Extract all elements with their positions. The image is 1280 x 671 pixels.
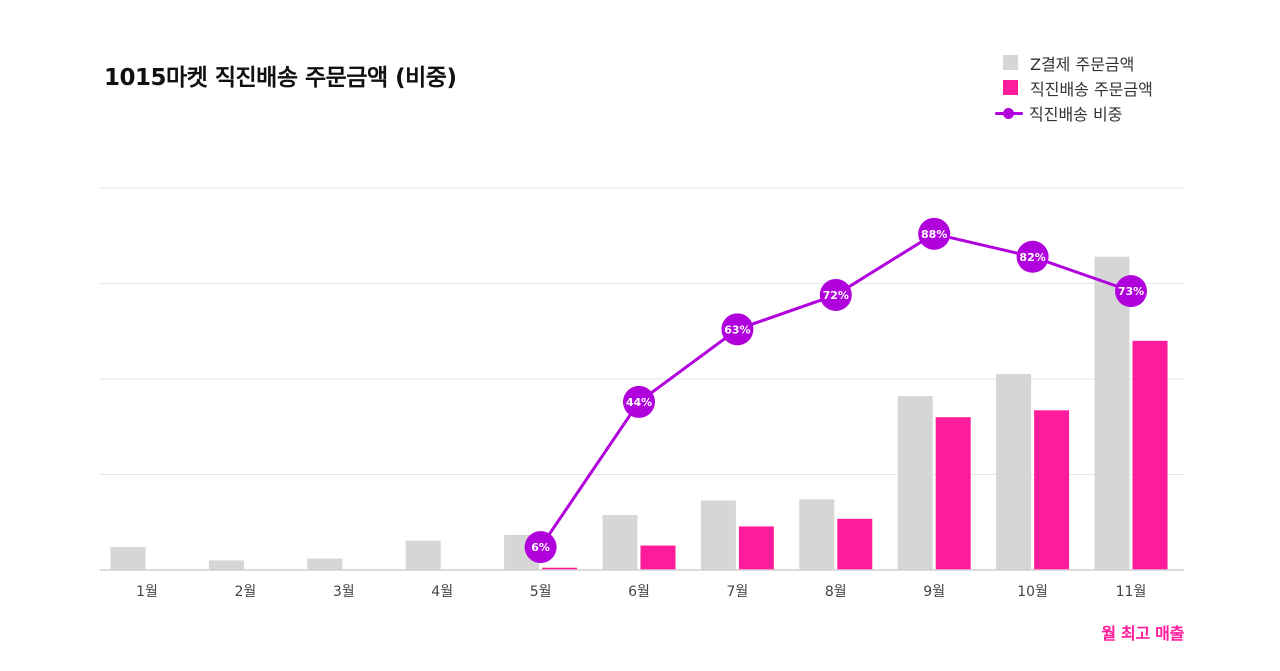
point-label: 88% — [921, 228, 947, 241]
bar-z-payment-3 — [307, 558, 343, 570]
point-direct-ratio-4 — [819, 278, 852, 311]
x-tick-label: 8월 — [825, 584, 847, 600]
point-label: 73% — [1118, 285, 1144, 298]
point-direct-ratio-7 — [1115, 275, 1147, 308]
point-direct-ratio-6 — [1016, 240, 1049, 273]
point-label: 63% — [724, 323, 750, 336]
point-direct-ratio-2 — [623, 385, 655, 418]
bar-z-payment-9 — [897, 396, 933, 570]
bar-direct-delivery-9 — [935, 417, 971, 570]
x-tick-label: 10월 — [1017, 584, 1048, 600]
point-label: 44% — [626, 396, 652, 409]
x-tick-label: 5월 — [530, 584, 552, 600]
x-tick-label: 2월 — [235, 584, 257, 600]
bar-z-payment-10 — [996, 374, 1032, 570]
x-tick-label: 9월 — [923, 584, 945, 600]
legend-label-direct-delivery: 직진배송 주문금액 — [1030, 79, 1153, 99]
legend-swatch-z-payment — [1003, 55, 1018, 70]
legend-label-direct-ratio: 직진배송 비중 — [1029, 104, 1123, 124]
bar-z-payment-1 — [110, 547, 146, 570]
legend-label-z-payment: Z결제 주문금액 — [1030, 54, 1135, 74]
x-tick-label: 3월 — [333, 584, 355, 600]
bar-z-payment-6 — [602, 514, 638, 570]
point-direct-ratio-5 — [918, 217, 951, 250]
legend-item-direct-ratio: 직진배송 비중 — [995, 100, 1153, 125]
point-label: 6% — [531, 541, 550, 554]
bar-direct-delivery-10 — [1034, 410, 1070, 570]
point-label: 72% — [823, 289, 849, 302]
bar-z-payment-8 — [799, 499, 835, 570]
bar-direct-delivery-7 — [738, 526, 774, 570]
bar-direct-delivery-8 — [837, 518, 873, 570]
legend-item-direct-delivery: 직진배송 주문금액 — [1000, 75, 1153, 100]
chart-legend: Z결제 주문금액 직진배송 주문금액 직진배송 비중 — [995, 50, 1153, 125]
point-label: 82% — [1019, 251, 1045, 264]
x-tick-label: 4월 — [431, 584, 453, 600]
point-direct-ratio-1 — [524, 531, 557, 564]
x-tick-label: 1월 — [136, 584, 158, 600]
bar-z-payment-2 — [208, 560, 244, 570]
chart-title: 1015마켓 직진배송 주문금액 (비중) — [104, 65, 457, 91]
bar-z-payment-4 — [405, 540, 441, 570]
bar-z-payment-11 — [1094, 256, 1130, 570]
chart-footnote: 월 최고 매출 — [1101, 624, 1184, 643]
legend-line-marker — [995, 105, 1023, 120]
x-tick-label: 6월 — [628, 584, 650, 600]
x-tick-label: 11월 — [1116, 584, 1147, 600]
bar-direct-delivery-6 — [640, 545, 676, 570]
legend-item-z-payment: Z결제 주문금액 — [1000, 50, 1153, 75]
x-tick-label: 7월 — [727, 584, 749, 600]
point-direct-ratio-3 — [721, 313, 754, 346]
bar-z-payment-7 — [700, 500, 736, 570]
bar-direct-delivery-5 — [542, 567, 578, 570]
legend-swatch-direct-delivery — [1003, 80, 1018, 95]
bar-direct-delivery-11 — [1132, 340, 1168, 570]
